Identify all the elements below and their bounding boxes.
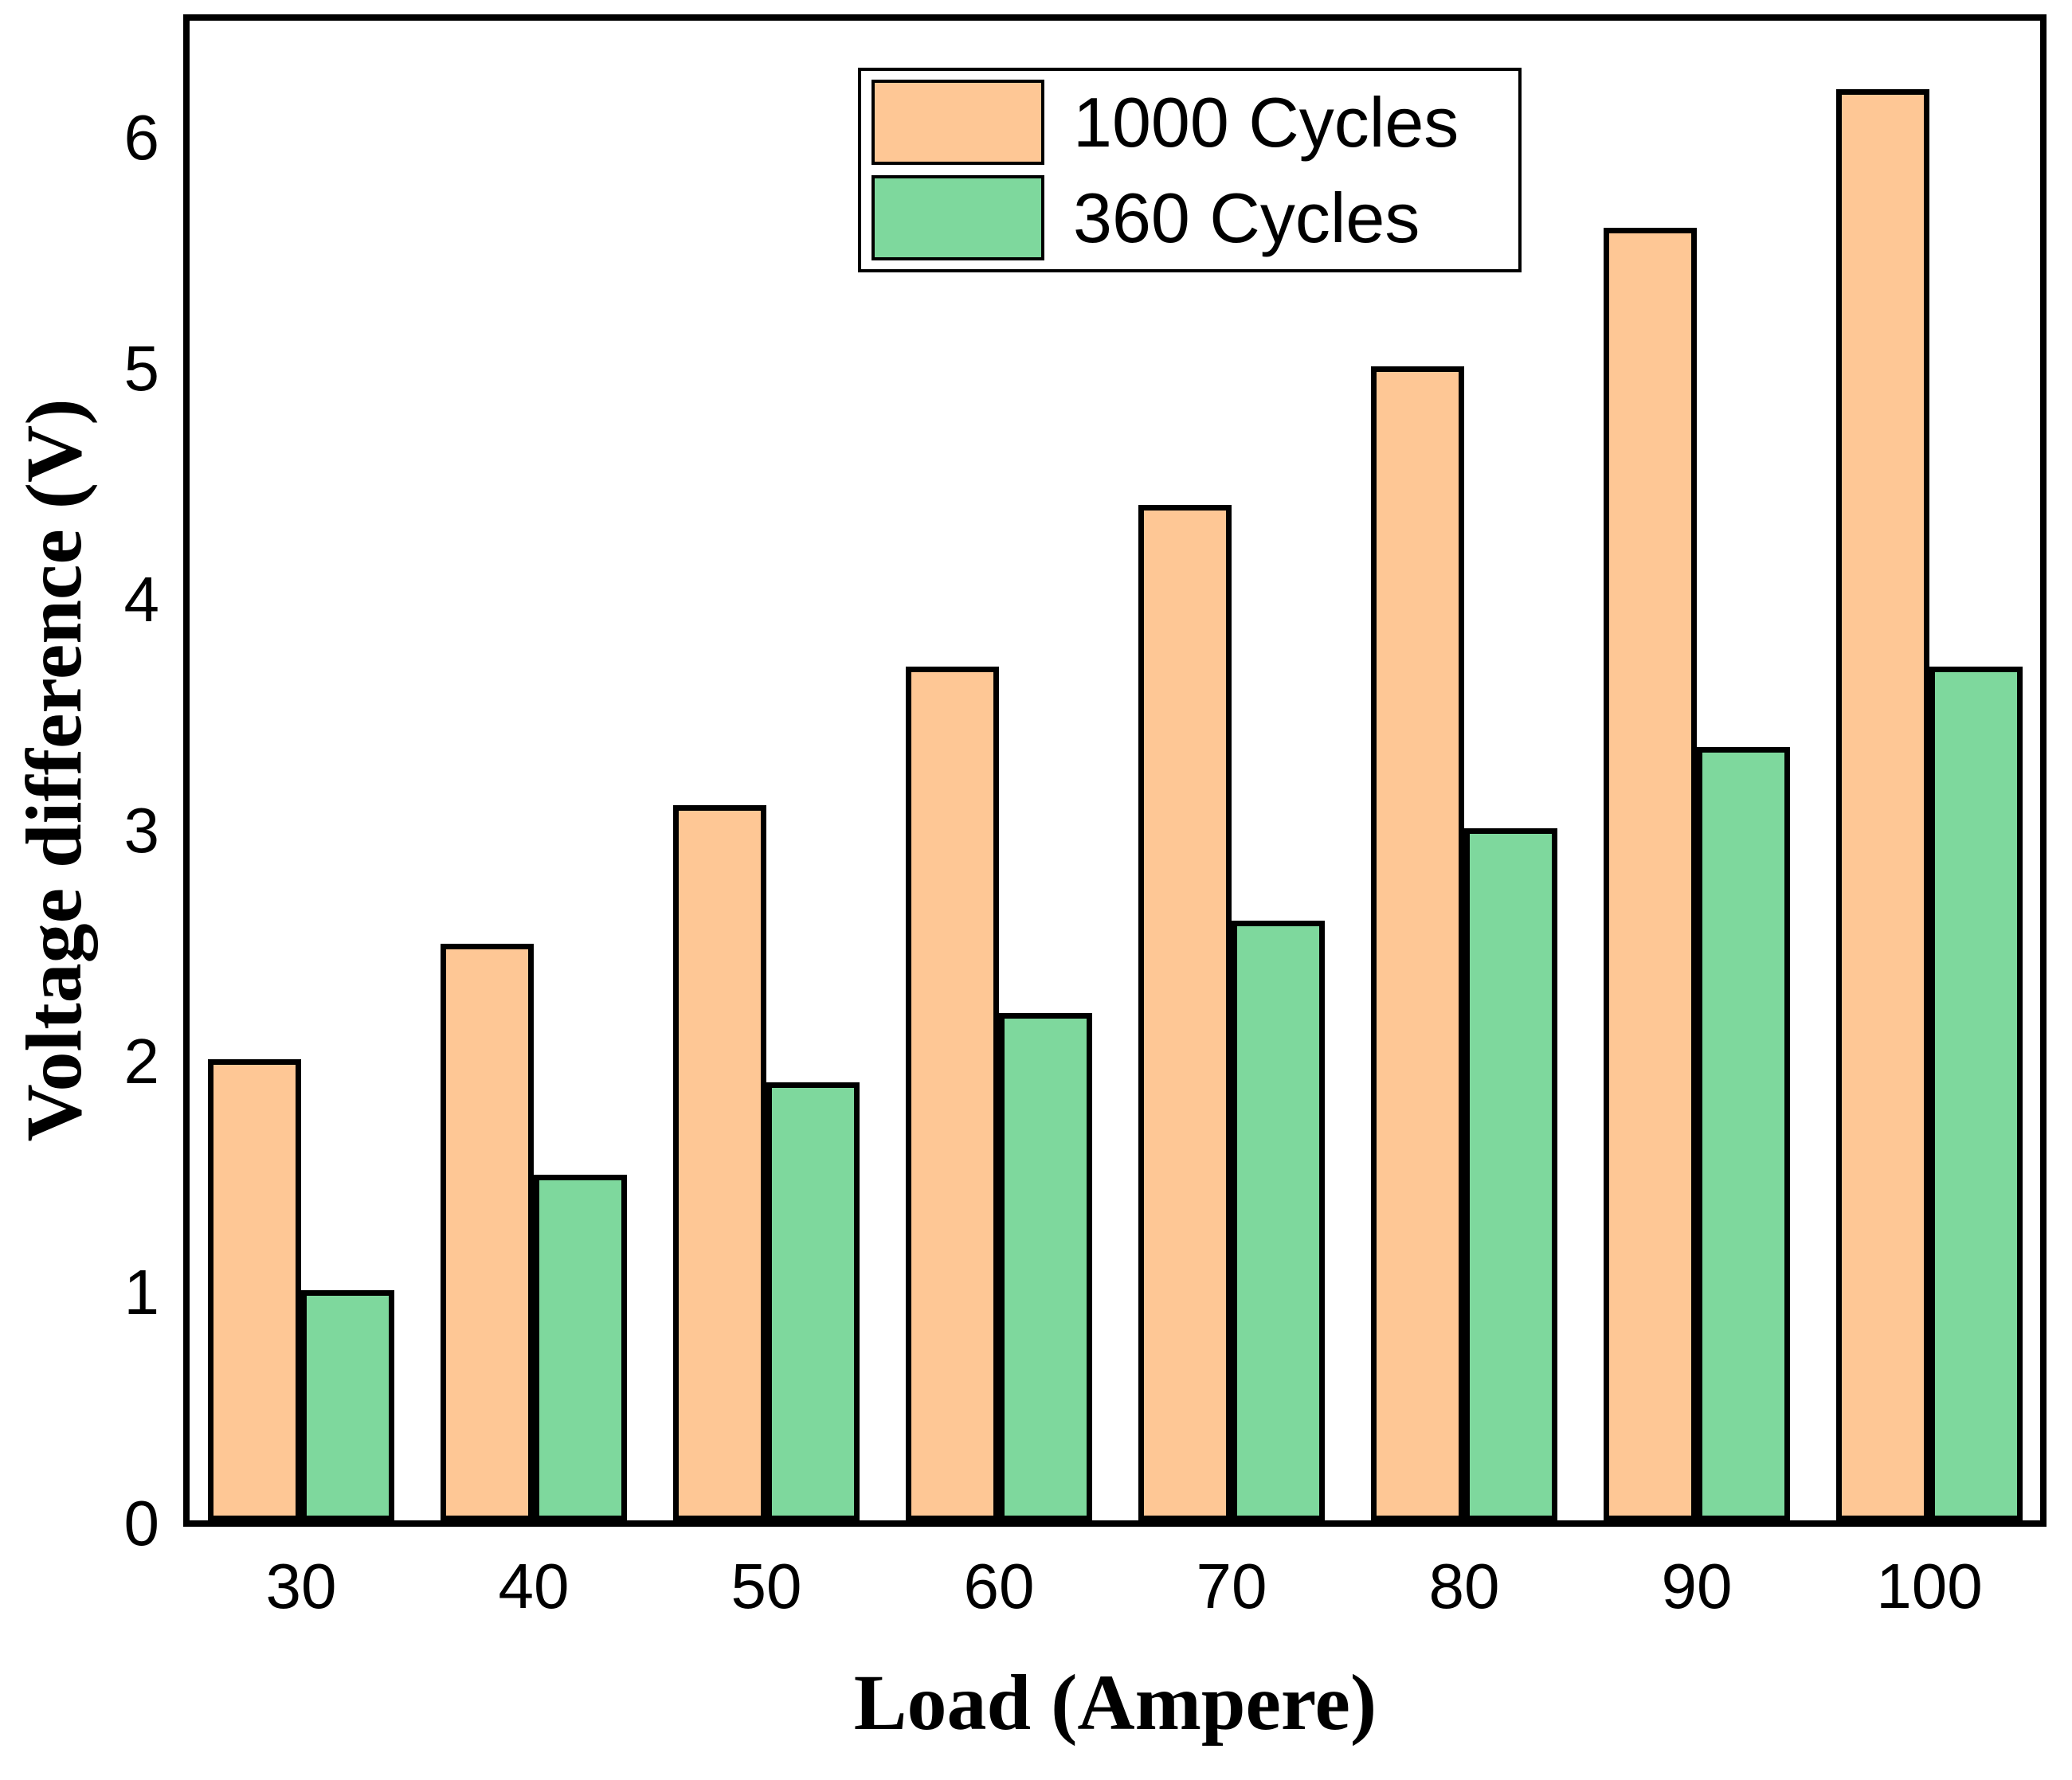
y-tick-label-4: 4	[123, 564, 160, 635]
x-tick-label-70: 70	[1196, 1551, 1267, 1622]
bar-360-cycles-60	[999, 1013, 1092, 1521]
y-axis-title: Voltage difference (V)	[10, 398, 98, 1142]
x-tick-label-90: 90	[1661, 1551, 1733, 1622]
bar-1000-cycles-60	[906, 667, 999, 1521]
legend-item-1000-cycles: 1000 Cycles	[871, 80, 1459, 165]
legend-item-360-cycles: 360 Cycles	[871, 175, 1420, 260]
x-tick-label-40: 40	[498, 1551, 570, 1622]
legend-swatch-360-cycles	[871, 175, 1044, 260]
bar-1000-cycles-70	[1138, 505, 1232, 1521]
bar-1000-cycles-80	[1371, 366, 1464, 1521]
x-tick-label-60: 60	[963, 1551, 1035, 1622]
x-axis-title: Load (Ampere)	[853, 1658, 1377, 1747]
y-tick-label-1: 1	[123, 1257, 160, 1328]
legend: 1000 Cycles 360 Cycles	[858, 68, 1522, 272]
y-tick-label-5: 5	[123, 333, 160, 404]
bar-1000-cycles-90	[1604, 228, 1697, 1521]
y-tick-label-3: 3	[123, 795, 160, 866]
y-tick-label-0: 0	[123, 1488, 160, 1559]
bar-360-cycles-70	[1232, 921, 1325, 1521]
legend-label-360-cycles: 360 Cycles	[1073, 178, 1420, 257]
legend-swatch-1000-cycles	[871, 80, 1044, 165]
x-tick-label-100: 100	[1876, 1551, 1983, 1622]
x-tick-label-50: 50	[730, 1551, 802, 1622]
y-tick-label-6: 6	[123, 102, 160, 173]
legend-label-1000-cycles: 1000 Cycles	[1073, 82, 1459, 162]
bar-360-cycles-100	[1929, 667, 2023, 1521]
bar-360-cycles-40	[534, 1175, 627, 1521]
x-tick-label-80: 80	[1428, 1551, 1500, 1622]
y-tick-label-2: 2	[123, 1026, 160, 1097]
bar-360-cycles-50	[766, 1082, 860, 1521]
bar-360-cycles-80	[1464, 828, 1557, 1521]
bar-1000-cycles-30	[208, 1059, 301, 1521]
x-tick-label-30: 30	[265, 1551, 337, 1622]
bar-1000-cycles-100	[1836, 89, 1929, 1521]
bar-360-cycles-90	[1697, 747, 1790, 1521]
bar-1000-cycles-40	[441, 944, 534, 1521]
bar-1000-cycles-50	[673, 805, 766, 1521]
bar-360-cycles-30	[301, 1290, 394, 1521]
